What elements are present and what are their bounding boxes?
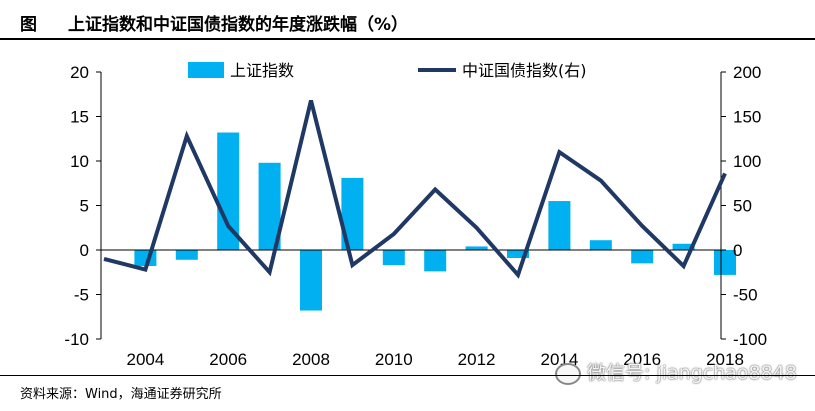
- watermark: 微信号: jiangchao8848: [555, 358, 797, 385]
- bar-2005: [175, 250, 198, 260]
- bar-2016: [631, 250, 654, 264]
- x-tick-label: 2006: [209, 350, 247, 369]
- x-tick-label: 2012: [458, 350, 496, 369]
- x-tick-label: 2010: [375, 350, 413, 369]
- bar-2011: [424, 250, 447, 272]
- legend-label-bar: 上证指数: [230, 61, 294, 80]
- source-note: 资料来源：Wind，海通证券研究所: [20, 387, 222, 402]
- bar-2017: [672, 243, 695, 250]
- left-tick-label: 0: [80, 241, 89, 260]
- right-tick-label: -50: [733, 286, 758, 305]
- right-tick-label: -100: [733, 330, 767, 349]
- right-tick-label: 150: [733, 108, 761, 127]
- bar-2010: [382, 250, 405, 266]
- bar-2014: [548, 201, 571, 250]
- x-tick-label: 2008: [292, 350, 330, 369]
- footer-divider: [0, 375, 815, 376]
- bar-2006: [217, 132, 240, 250]
- right-tick-label: 100: [733, 152, 761, 171]
- figure-prefix: 图: [20, 15, 37, 35]
- chart-header: 图 上证指数和中证国债指数的年度涨跌幅（%）: [0, 0, 815, 40]
- right-tick-label: 200: [733, 63, 761, 82]
- legend-swatch-bar: [188, 62, 224, 78]
- right-tick-label: 50: [733, 197, 752, 216]
- bar-2018: [714, 250, 736, 275]
- left-tick-label: 5: [80, 197, 89, 216]
- legend-label-line: 中证国债指数(右): [462, 61, 587, 80]
- x-tick-label: 2016: [623, 350, 661, 369]
- wechat-icon: [555, 362, 581, 385]
- left-tick-label: -5: [74, 286, 89, 305]
- left-tick-label: 15: [70, 108, 89, 127]
- bar-2013: [507, 250, 529, 259]
- x-tick-label: 2018: [706, 350, 744, 369]
- left-tick-label: 10: [70, 152, 89, 171]
- x-tick-label: 2004: [126, 350, 164, 369]
- line-series-bond-index: [103, 99, 727, 279]
- right-tick-label: 0: [733, 241, 742, 260]
- bar-2008: [300, 250, 322, 311]
- bar-2009: [341, 177, 364, 250]
- watermark-text: 微信号: jiangchao8848: [587, 362, 797, 384]
- bar-2015: [589, 240, 612, 250]
- left-tick-label: 20: [70, 63, 89, 82]
- chart-title: 上证指数和中证国债指数的年度涨跌幅（%）: [68, 15, 409, 35]
- left-tick-label: -10: [64, 330, 89, 349]
- bar-2012: [465, 246, 488, 250]
- bar-2007: [258, 162, 281, 250]
